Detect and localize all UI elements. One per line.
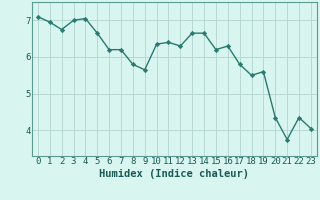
X-axis label: Humidex (Indice chaleur): Humidex (Indice chaleur) <box>100 169 249 179</box>
